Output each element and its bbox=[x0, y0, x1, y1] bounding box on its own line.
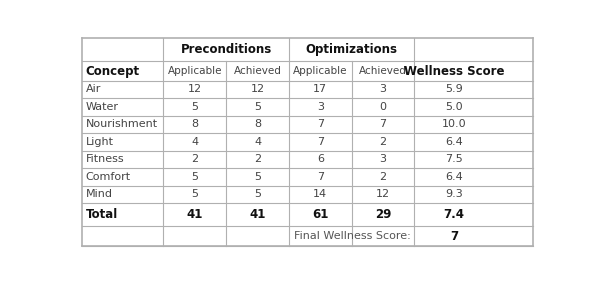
Text: Optimizations: Optimizations bbox=[305, 43, 398, 56]
Text: 3: 3 bbox=[317, 102, 324, 112]
Text: 7: 7 bbox=[317, 172, 324, 182]
Text: Final Wellness Score:: Final Wellness Score: bbox=[294, 231, 411, 241]
Text: Water: Water bbox=[86, 102, 119, 112]
Text: 3: 3 bbox=[380, 154, 386, 164]
Text: 41: 41 bbox=[250, 208, 266, 221]
Text: 8: 8 bbox=[254, 119, 261, 130]
Text: 0: 0 bbox=[380, 102, 386, 112]
Text: 10.0: 10.0 bbox=[442, 119, 466, 130]
Text: 5.0: 5.0 bbox=[445, 102, 463, 112]
Text: Applicable: Applicable bbox=[293, 66, 347, 76]
Text: Light: Light bbox=[86, 137, 113, 147]
Text: 2: 2 bbox=[254, 154, 261, 164]
Text: Wellness Score: Wellness Score bbox=[404, 65, 504, 78]
Text: 7: 7 bbox=[317, 137, 324, 147]
Text: 8: 8 bbox=[191, 119, 198, 130]
Text: 17: 17 bbox=[313, 85, 328, 94]
Text: Nourishment: Nourishment bbox=[86, 119, 158, 130]
Text: 12: 12 bbox=[188, 85, 202, 94]
Text: 41: 41 bbox=[187, 208, 203, 221]
Text: 6.4: 6.4 bbox=[445, 137, 463, 147]
Text: Total: Total bbox=[86, 208, 118, 221]
Text: 9.3: 9.3 bbox=[445, 189, 463, 199]
Text: 2: 2 bbox=[380, 137, 386, 147]
Text: 29: 29 bbox=[375, 208, 391, 221]
Text: Achieved: Achieved bbox=[359, 66, 407, 76]
Text: Achieved: Achieved bbox=[233, 66, 281, 76]
Text: 4: 4 bbox=[191, 137, 198, 147]
Text: 5: 5 bbox=[191, 102, 198, 112]
Text: Fitness: Fitness bbox=[86, 154, 124, 164]
Text: 12: 12 bbox=[376, 189, 390, 199]
Text: 6.4: 6.4 bbox=[445, 172, 463, 182]
Text: 5: 5 bbox=[254, 189, 261, 199]
Text: Air: Air bbox=[86, 85, 101, 94]
Text: 5: 5 bbox=[254, 102, 261, 112]
Text: Applicable: Applicable bbox=[167, 66, 222, 76]
Text: 5.9: 5.9 bbox=[445, 85, 463, 94]
Text: 12: 12 bbox=[250, 85, 265, 94]
Text: 2: 2 bbox=[380, 172, 386, 182]
Text: 7: 7 bbox=[450, 230, 458, 243]
Text: Concept: Concept bbox=[86, 65, 140, 78]
Text: 7.5: 7.5 bbox=[445, 154, 463, 164]
Text: 4: 4 bbox=[254, 137, 261, 147]
Text: 7.4: 7.4 bbox=[443, 208, 464, 221]
Text: 6: 6 bbox=[317, 154, 324, 164]
Text: Mind: Mind bbox=[86, 189, 113, 199]
Text: Preconditions: Preconditions bbox=[181, 43, 272, 56]
Text: Comfort: Comfort bbox=[86, 172, 131, 182]
Text: 5: 5 bbox=[191, 172, 198, 182]
Text: 7: 7 bbox=[380, 119, 386, 130]
Text: 14: 14 bbox=[313, 189, 328, 199]
Text: 5: 5 bbox=[254, 172, 261, 182]
Text: 61: 61 bbox=[312, 208, 328, 221]
Text: 3: 3 bbox=[380, 85, 386, 94]
Text: 5: 5 bbox=[191, 189, 198, 199]
Text: 7: 7 bbox=[317, 119, 324, 130]
Text: 2: 2 bbox=[191, 154, 198, 164]
